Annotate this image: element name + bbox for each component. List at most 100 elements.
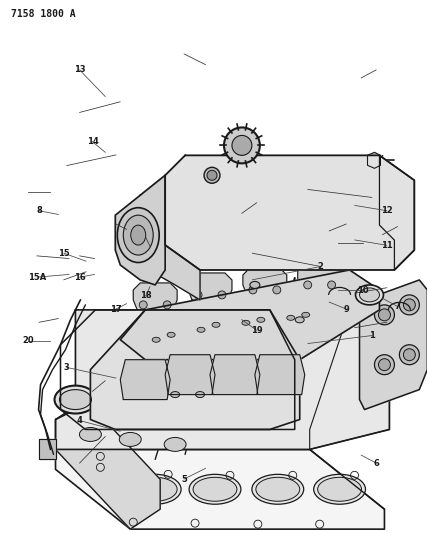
Ellipse shape <box>318 478 362 501</box>
Ellipse shape <box>196 392 205 398</box>
Circle shape <box>224 127 260 163</box>
Ellipse shape <box>193 478 237 501</box>
Circle shape <box>249 286 257 294</box>
Text: 2: 2 <box>318 262 324 271</box>
Ellipse shape <box>295 317 304 323</box>
Text: 19: 19 <box>251 326 262 335</box>
Ellipse shape <box>54 385 96 414</box>
Polygon shape <box>39 439 56 459</box>
Ellipse shape <box>126 346 154 364</box>
Text: 4: 4 <box>77 416 83 425</box>
Text: 17: 17 <box>110 304 122 313</box>
Circle shape <box>378 309 390 321</box>
Ellipse shape <box>287 316 295 320</box>
Ellipse shape <box>250 281 260 288</box>
Text: 14: 14 <box>86 137 98 146</box>
Ellipse shape <box>285 328 305 341</box>
Text: 11: 11 <box>381 241 392 250</box>
Text: 1: 1 <box>369 331 375 340</box>
Ellipse shape <box>80 427 101 441</box>
Text: 12: 12 <box>381 206 392 215</box>
Ellipse shape <box>212 322 220 327</box>
Text: 5: 5 <box>181 474 187 483</box>
Circle shape <box>378 359 390 370</box>
Polygon shape <box>165 355 215 394</box>
Ellipse shape <box>242 320 250 325</box>
Polygon shape <box>165 155 414 270</box>
Ellipse shape <box>167 332 175 337</box>
Polygon shape <box>210 355 260 394</box>
Circle shape <box>218 291 226 299</box>
Polygon shape <box>243 268 287 295</box>
Circle shape <box>163 301 171 309</box>
Text: 15A: 15A <box>28 272 46 281</box>
Ellipse shape <box>171 392 180 398</box>
Circle shape <box>139 301 147 309</box>
Polygon shape <box>120 360 170 400</box>
Text: 7158 1800 A: 7158 1800 A <box>11 9 75 19</box>
Polygon shape <box>360 280 427 409</box>
Ellipse shape <box>189 474 241 504</box>
Text: 6: 6 <box>373 458 379 467</box>
Ellipse shape <box>129 474 181 504</box>
Text: 8: 8 <box>36 206 42 215</box>
Ellipse shape <box>130 348 150 361</box>
Circle shape <box>232 135 252 155</box>
Ellipse shape <box>180 338 200 351</box>
Ellipse shape <box>257 317 265 322</box>
Text: 20: 20 <box>23 336 34 345</box>
Text: 16: 16 <box>74 272 86 281</box>
Ellipse shape <box>133 478 177 501</box>
Text: 13: 13 <box>74 66 86 75</box>
Ellipse shape <box>256 478 300 501</box>
Ellipse shape <box>360 288 380 302</box>
Circle shape <box>399 295 419 315</box>
Polygon shape <box>133 283 177 310</box>
Polygon shape <box>188 273 232 300</box>
Ellipse shape <box>152 337 160 342</box>
Circle shape <box>399 345 419 365</box>
Ellipse shape <box>131 225 146 245</box>
Text: 7: 7 <box>395 302 400 311</box>
Ellipse shape <box>230 333 250 346</box>
Text: 10: 10 <box>357 286 369 295</box>
Circle shape <box>403 349 415 361</box>
Ellipse shape <box>119 432 141 447</box>
Ellipse shape <box>123 215 153 255</box>
Polygon shape <box>140 175 200 300</box>
Polygon shape <box>310 310 389 449</box>
Text: 3: 3 <box>64 363 70 372</box>
Ellipse shape <box>314 474 366 504</box>
Text: 18: 18 <box>140 291 152 300</box>
Circle shape <box>374 355 395 375</box>
Ellipse shape <box>226 331 254 349</box>
Circle shape <box>403 299 415 311</box>
Ellipse shape <box>117 208 159 263</box>
Ellipse shape <box>252 474 304 504</box>
Circle shape <box>327 281 336 289</box>
Polygon shape <box>298 263 342 290</box>
Circle shape <box>194 291 202 299</box>
Polygon shape <box>56 310 389 449</box>
Ellipse shape <box>176 336 204 354</box>
Polygon shape <box>380 155 414 270</box>
Ellipse shape <box>59 390 92 409</box>
Polygon shape <box>90 310 300 430</box>
Ellipse shape <box>197 327 205 332</box>
Ellipse shape <box>281 326 309 344</box>
Polygon shape <box>56 449 384 529</box>
Circle shape <box>273 286 281 294</box>
Ellipse shape <box>356 285 383 305</box>
Circle shape <box>374 305 395 325</box>
Circle shape <box>304 281 312 289</box>
Ellipse shape <box>302 312 310 317</box>
Polygon shape <box>368 152 380 168</box>
Polygon shape <box>56 400 160 529</box>
Polygon shape <box>120 270 380 360</box>
Text: 15: 15 <box>58 249 70 258</box>
Text: 9: 9 <box>343 304 349 313</box>
Polygon shape <box>115 175 165 285</box>
Circle shape <box>204 167 220 183</box>
Polygon shape <box>255 355 305 394</box>
Circle shape <box>207 171 217 180</box>
